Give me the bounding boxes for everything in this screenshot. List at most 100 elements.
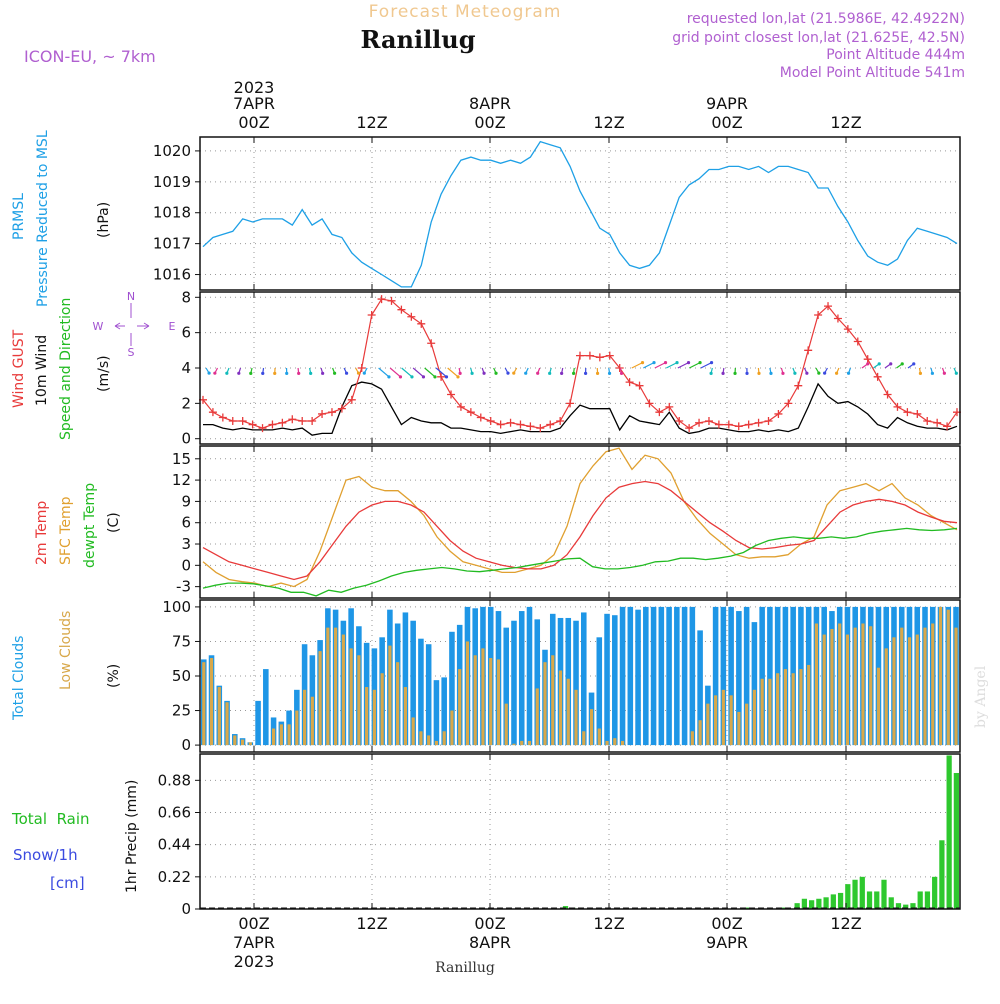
wind-arrow-head [584, 372, 587, 375]
series-dewpt [203, 528, 957, 596]
wind-arrow-head [664, 361, 667, 364]
bar-total-clouds [635, 610, 641, 745]
bar-low-clouds [551, 655, 554, 745]
bar-precip [918, 891, 923, 909]
bar-total-clouds [628, 607, 634, 745]
bar-low-clouds [598, 729, 601, 746]
gust-marker [685, 424, 693, 432]
top-hour-3: 00Z [474, 113, 505, 132]
label-total-rain: Total Rain [11, 810, 90, 828]
label-pressure-unit: (hPa) [96, 202, 112, 238]
gust-marker [417, 320, 425, 328]
bar-low-clouds [916, 635, 919, 746]
bar-low-clouds [381, 673, 384, 745]
gust-marker [715, 421, 723, 429]
top-hour-1: 00Z [238, 113, 269, 132]
wind-arrow-head [781, 372, 784, 375]
wind-arrow-head [675, 361, 678, 364]
header-model: ICON-EU, ~ 7km [24, 47, 156, 66]
tick-label: 15 [172, 450, 191, 468]
bar-total-clouds [263, 669, 269, 745]
wind-arrow [379, 368, 389, 377]
bar-total-clouds [690, 607, 696, 745]
tick-label: 0 [181, 556, 191, 574]
wind-arrow-head [721, 372, 724, 375]
gust-marker [526, 422, 534, 430]
top-hour-2: 12Z [356, 113, 387, 132]
label-wind-unit: (m/s) [96, 355, 112, 392]
bar-total-clouds [426, 644, 432, 745]
wind-arrow-head [225, 372, 228, 375]
bar-low-clouds [567, 679, 570, 745]
gust-marker [923, 417, 931, 425]
bar-low-clouds [249, 742, 252, 745]
bar-low-clouds [505, 704, 508, 745]
bar-low-clouds [582, 731, 585, 745]
gust-marker [874, 373, 882, 381]
bar-total-clouds [511, 621, 517, 745]
gust-marker [259, 424, 267, 432]
wind-arrow-head [889, 362, 892, 365]
label-cloud-unit: (%) [106, 664, 122, 688]
bar-low-clouds [233, 735, 236, 745]
bar-low-clouds [481, 648, 484, 745]
tick-label: 9 [181, 492, 191, 510]
top-hour-4: 12Z [593, 113, 624, 132]
gust-marker [745, 421, 753, 429]
wind-arrow-head [757, 372, 760, 375]
wind-arrow-head [482, 372, 485, 375]
bar-precip [947, 755, 952, 909]
gust-marker [765, 417, 773, 425]
tick-label: 0 [181, 430, 191, 448]
compass-n: N [127, 290, 135, 303]
bottom-day-2: 8APR [469, 933, 511, 952]
label-prmsl: PRMSL [11, 193, 27, 240]
bar-low-clouds [474, 655, 477, 745]
label-dewpt: dewpt Temp [82, 483, 98, 568]
bar-low-clouds [497, 659, 500, 745]
label-snow: Snow/1h [13, 846, 78, 864]
gust-marker [933, 419, 941, 427]
label-pressure-msl: Pressure Reduced to MSL [35, 130, 51, 307]
label-wind-10m: 10m Wind [34, 335, 50, 406]
bar-total-clouds [418, 639, 424, 745]
wind-arrow-head [399, 375, 402, 378]
bar-low-clouds [412, 717, 415, 745]
header-requested: requested lon,lat (21.5986E, 42.4922N) [687, 11, 965, 27]
wind-arrow-head [506, 372, 509, 375]
tick-label: 1020 [153, 142, 191, 160]
tick-label: 0 [181, 736, 191, 754]
tick-label: 50 [172, 667, 191, 685]
wind-arrow-head [456, 375, 459, 378]
watermark: by Angel [973, 665, 989, 728]
gust-marker [735, 422, 743, 430]
tick-label: 2 [181, 394, 191, 412]
wind-arrow-head [698, 361, 701, 364]
wind-arrow-head [536, 372, 539, 375]
bar-low-clouds [458, 669, 461, 745]
bar-total-clouds [612, 615, 618, 745]
gust-marker [378, 295, 386, 303]
wind-arrow-head [835, 372, 838, 375]
bar-low-clouds [489, 658, 492, 745]
wind-arrow-head [769, 372, 772, 375]
wind-arrow-head [793, 372, 796, 375]
bar-low-clouds [319, 651, 322, 745]
bar-low-clouds [334, 628, 337, 745]
wind-arrow-head [805, 372, 808, 375]
wind-arrow-head [433, 375, 436, 378]
bar-low-clouds [427, 735, 430, 745]
gust-marker [358, 364, 366, 372]
panel-5: 00.220.440.660.88 [158, 754, 960, 918]
gust-marker [913, 410, 921, 418]
top-hour-5: 00Z [711, 113, 742, 132]
bar-low-clouds [838, 623, 841, 745]
bar-low-clouds [435, 741, 438, 745]
footer-location: Ranillug [435, 960, 495, 976]
bar-low-clouds [450, 711, 453, 746]
bar-low-clouds [877, 668, 880, 745]
compass-w: W [93, 320, 104, 333]
bar-low-clouds [365, 687, 368, 745]
bottom-hour-6: 12Z [830, 914, 861, 933]
wind-arrow-head [620, 372, 623, 375]
